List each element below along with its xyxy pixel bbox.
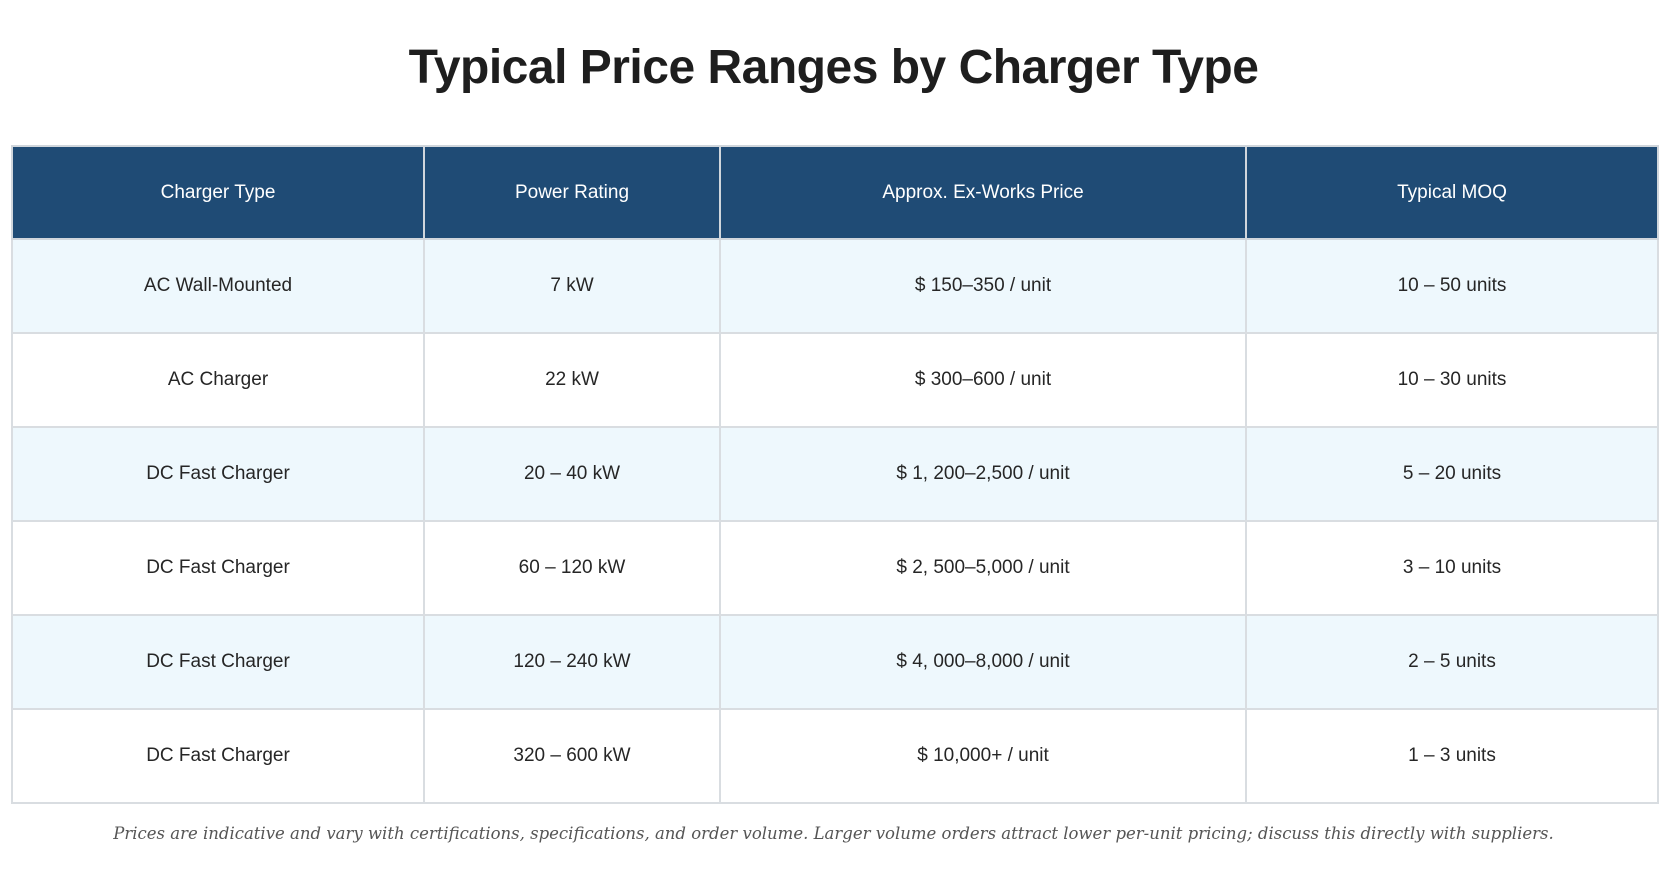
cell-power-rating: 7 kW [423, 238, 721, 334]
cell-charger-type: AC Charger [11, 332, 425, 428]
cell-power-rating: 22 kW [423, 332, 721, 428]
header-charger-type: Charger Type [11, 145, 425, 240]
table-row: DC Fast Charger 60 – 120 kW $ 2, 500–5,0… [11, 520, 1659, 616]
cell-charger-type: DC Fast Charger [11, 520, 425, 616]
cell-power-rating: 120 – 240 kW [423, 614, 721, 710]
cell-charger-type: DC Fast Charger [11, 708, 425, 804]
cell-power-rating: 60 – 120 kW [423, 520, 721, 616]
cell-typical-moq: 1 – 3 units [1245, 708, 1659, 804]
table-header: Charger Type Power Rating Approx. Ex-Wor… [11, 145, 1659, 240]
cell-ex-works-price: $ 2, 500–5,000 / unit [719, 520, 1247, 616]
cell-power-rating: 320 – 600 kW [423, 708, 721, 804]
table-row: DC Fast Charger 20 – 40 kW $ 1, 200–2,50… [11, 426, 1659, 522]
table-row: DC Fast Charger 120 – 240 kW $ 4, 000–8,… [11, 614, 1659, 710]
cell-ex-works-price: $ 1, 200–2,500 / unit [719, 426, 1247, 522]
cell-typical-moq: 10 – 30 units [1245, 332, 1659, 428]
price-table: Charger Type Power Rating Approx. Ex-Wor… [11, 145, 1659, 804]
price-table-container: Charger Type Power Rating Approx. Ex-Wor… [11, 145, 1659, 804]
header-ex-works-price: Approx. Ex-Works Price [719, 145, 1247, 240]
header-typical-moq: Typical MOQ [1245, 145, 1659, 240]
header-row: Charger Type Power Rating Approx. Ex-Wor… [11, 145, 1659, 240]
table-body: AC Wall-Mounted 7 kW $ 150–350 / unit 10… [11, 238, 1659, 804]
cell-typical-moq: 2 – 5 units [1245, 614, 1659, 710]
footnote: Prices are indicative and vary with cert… [113, 824, 1554, 843]
cell-ex-works-price: $ 10,000+ / unit [719, 708, 1247, 804]
cell-typical-moq: 5 – 20 units [1245, 426, 1659, 522]
table-row: AC Charger 22 kW $ 300–600 / unit 10 – 3… [11, 332, 1659, 428]
cell-ex-works-price: $ 4, 000–8,000 / unit [719, 614, 1247, 710]
cell-charger-type: DC Fast Charger [11, 614, 425, 710]
cell-typical-moq: 10 – 50 units [1245, 238, 1659, 334]
cell-charger-type: DC Fast Charger [11, 426, 425, 522]
page-title: Typical Price Ranges by Charger Type [408, 41, 1259, 94]
cell-ex-works-price: $ 150–350 / unit [719, 238, 1247, 334]
cell-power-rating: 20 – 40 kW [423, 426, 721, 522]
table-row: AC Wall-Mounted 7 kW $ 150–350 / unit 10… [11, 238, 1659, 334]
header-power-rating: Power Rating [423, 145, 721, 240]
table-row: DC Fast Charger 320 – 600 kW $ 10,000+ /… [11, 708, 1659, 804]
cell-charger-type: AC Wall-Mounted [11, 238, 425, 334]
cell-typical-moq: 3 – 10 units [1245, 520, 1659, 616]
cell-ex-works-price: $ 300–600 / unit [719, 332, 1247, 428]
